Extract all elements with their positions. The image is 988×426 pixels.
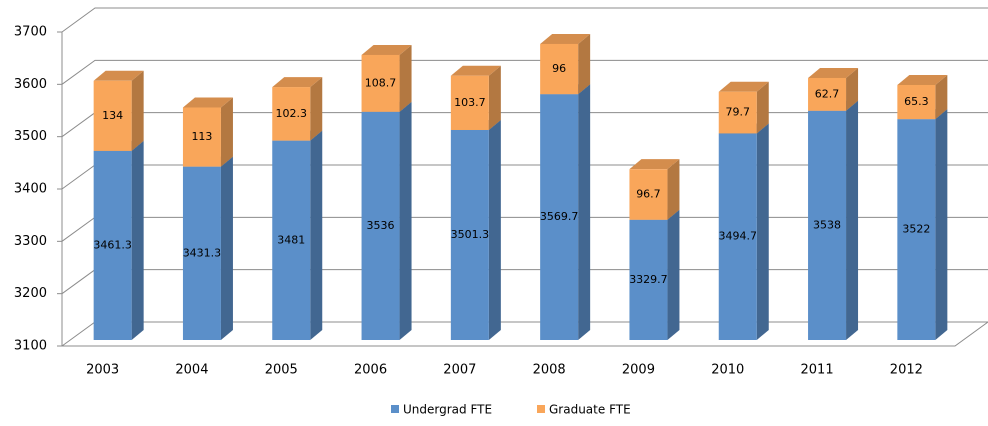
y-tick-label: 3600: [14, 77, 47, 92]
bar-top: [718, 81, 769, 92]
bar-top: [897, 74, 948, 85]
value-label: 108.7: [365, 76, 397, 89]
bar-top: [272, 77, 323, 88]
bar-side: [756, 81, 769, 134]
bar: [808, 77, 847, 111]
grid-line: [61, 7, 988, 33]
value-label: 3461.3: [93, 238, 132, 251]
y-tick-label: 3400: [14, 182, 47, 197]
bar: [718, 133, 757, 340]
bar-top: [540, 33, 591, 44]
bar-side: [667, 209, 680, 340]
bar: [897, 119, 936, 340]
bar: [361, 111, 400, 341]
bar-side: [220, 97, 233, 167]
bar-side: [935, 74, 948, 120]
x-tick-label: 2010: [711, 363, 744, 378]
legend-label: Undergrad FTE: [403, 403, 492, 417]
bar-side: [667, 159, 680, 220]
bar: [182, 107, 221, 167]
x-tick-label: 2011: [801, 363, 834, 378]
bar-side: [846, 67, 859, 111]
grid-line: [61, 59, 988, 85]
value-label: 134: [102, 109, 123, 122]
value-label: 3329.7: [629, 273, 668, 286]
x-tick-label: 2009: [622, 363, 655, 378]
bar: [361, 54, 400, 112]
bar-top: [361, 44, 412, 55]
bar: [93, 80, 132, 151]
value-label: 65.3: [904, 95, 929, 108]
value-label: 113: [191, 130, 212, 143]
bar-side: [578, 84, 591, 340]
bar: [897, 84, 936, 120]
bar-top: [93, 70, 144, 81]
bar-side: [399, 44, 412, 112]
x-tick-label: 2005: [265, 363, 298, 378]
value-label: 102.3: [276, 107, 308, 120]
bar-side: [488, 65, 501, 130]
value-label: 3536: [367, 219, 395, 232]
legend-swatch: [391, 405, 399, 413]
legend-label: Graduate FTE: [549, 403, 631, 417]
value-label: 3494.7: [719, 230, 758, 243]
bar: [629, 169, 668, 220]
bar: [450, 129, 489, 340]
x-tick-label: 2003: [86, 363, 119, 378]
bar: [808, 110, 847, 340]
bar-side: [578, 33, 591, 95]
bar-side: [846, 100, 859, 340]
bar-top: [808, 67, 859, 78]
bar: [450, 75, 489, 130]
bar: [272, 87, 311, 141]
bar-side: [131, 140, 144, 340]
y-tick-label: 3300: [14, 234, 47, 249]
bar-side: [935, 109, 948, 340]
x-tick-label: 2007: [443, 363, 476, 378]
value-label: 103.7: [454, 96, 486, 109]
bar: [540, 94, 579, 340]
value-label: 79.7: [726, 106, 751, 119]
floor-edge: [62, 321, 988, 347]
bar-side: [131, 70, 144, 151]
x-tick-label: 2008: [533, 363, 566, 378]
x-tick-label: 2006: [354, 363, 387, 378]
y-tick-label: 3500: [14, 129, 47, 144]
bar-side: [756, 123, 769, 340]
x-tick-label: 2012: [890, 363, 923, 378]
x-tick-label: 2004: [175, 363, 208, 378]
value-label: 3481: [277, 233, 305, 246]
legend-swatch: [537, 405, 545, 413]
bar: [272, 140, 311, 340]
bar: [182, 166, 221, 340]
value-label: 96.7: [636, 187, 661, 200]
bar-top: [182, 97, 233, 108]
bar-side: [399, 101, 412, 341]
value-label: 96: [552, 62, 566, 75]
value-label: 3431.3: [183, 246, 222, 259]
value-label: 3501.3: [451, 228, 490, 241]
y-tick-label: 3200: [14, 286, 47, 301]
bar-side: [310, 130, 323, 340]
y-tick-label: 3100: [14, 339, 47, 354]
value-label: 3538: [813, 218, 841, 231]
bar-side: [488, 119, 501, 341]
bar-side: [220, 156, 233, 340]
bar-top: [629, 159, 680, 170]
value-label: 62.7: [815, 87, 840, 100]
bar: [540, 43, 579, 95]
bar: [718, 91, 757, 134]
value-label: 3569.7: [540, 210, 579, 223]
bar: [629, 219, 668, 340]
value-label: 3522: [902, 223, 930, 236]
bar: [93, 150, 132, 340]
y-tick-label: 3700: [14, 25, 47, 40]
bar-top: [450, 65, 501, 76]
bar-side: [310, 77, 323, 141]
